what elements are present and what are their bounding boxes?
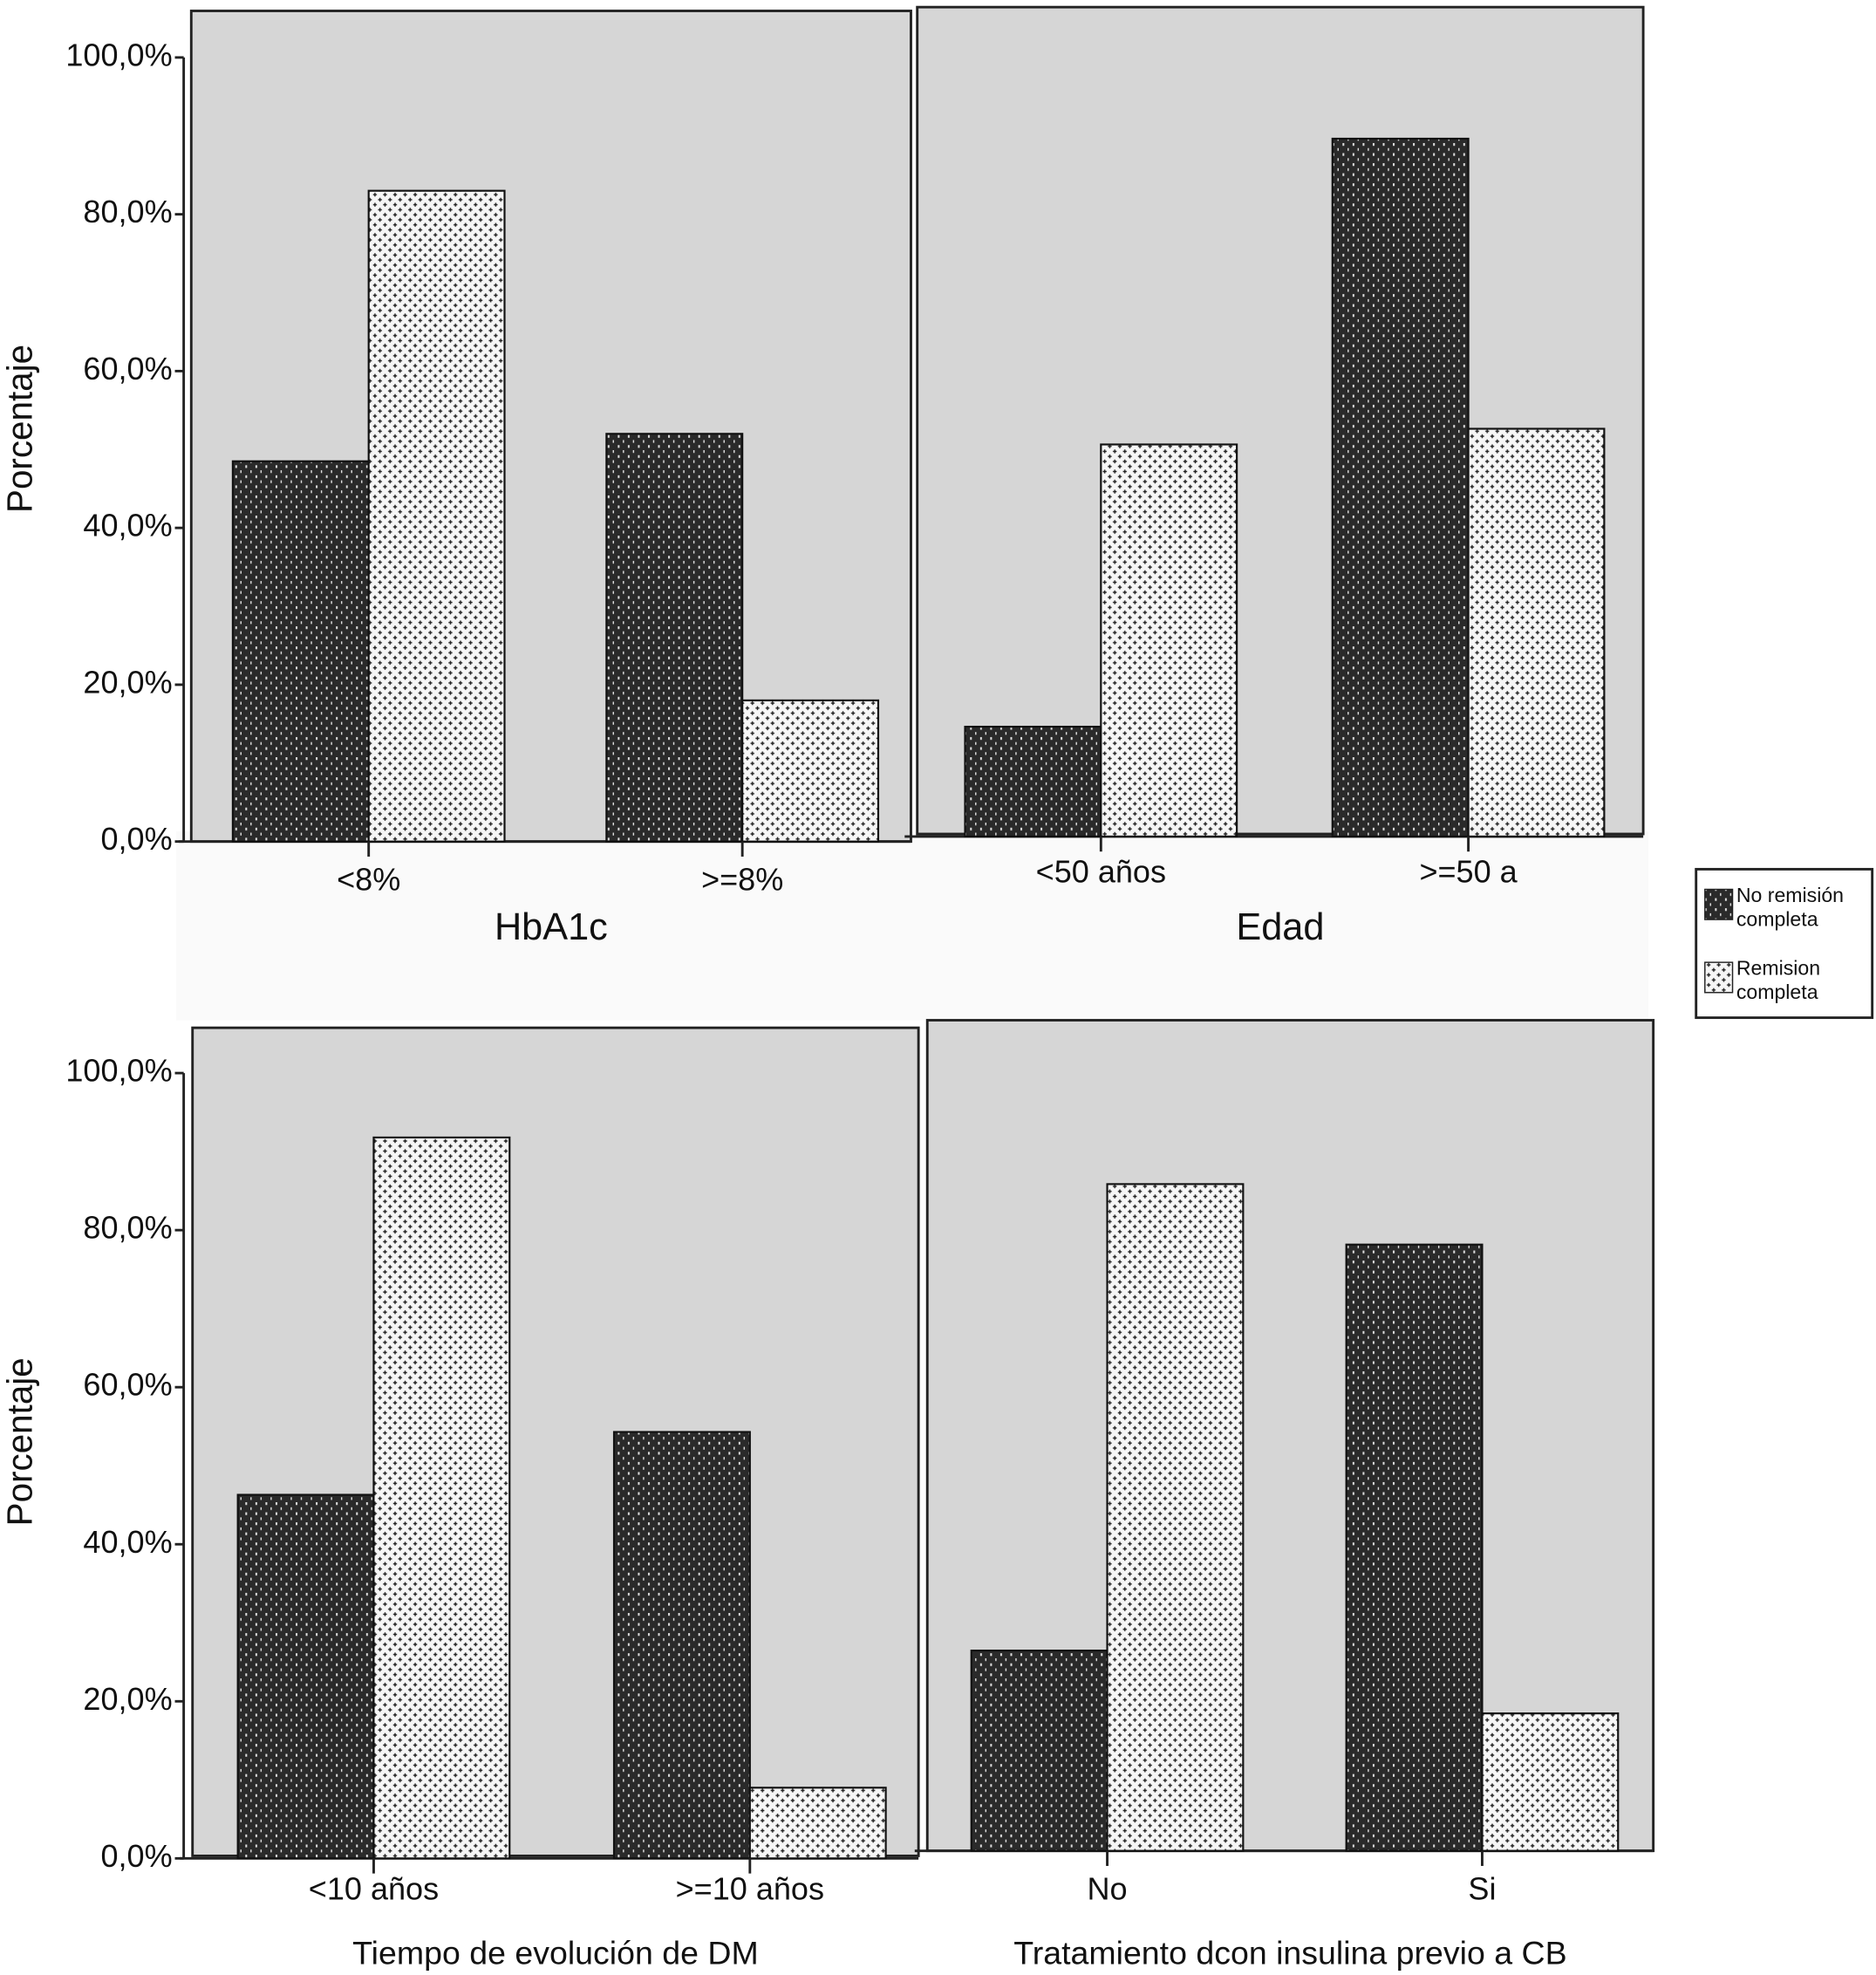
x-tick-label: No — [1087, 1870, 1127, 1906]
legend-label: No remisión completa — [1736, 885, 1845, 932]
bar — [367, 189, 506, 843]
legend-swatch — [1704, 961, 1734, 994]
y-tick-label: 20,0% — [83, 1681, 172, 1717]
x-tick-label: <10 años — [309, 1870, 439, 1906]
bar — [1100, 443, 1238, 837]
x-tick-label: >=10 años — [676, 1870, 824, 1906]
bar — [372, 1136, 511, 1860]
bar — [612, 1431, 751, 1860]
legend-entry: No remisión completa — [1736, 885, 1845, 932]
y-axis-label: Porcentaje — [0, 345, 40, 513]
bar — [605, 433, 744, 843]
x-tick-label: Si — [1468, 1870, 1496, 1906]
legend-swatch — [1704, 888, 1734, 920]
y-tick-label: 40,0% — [83, 1524, 172, 1560]
y-tick-label: 100,0% — [65, 1053, 172, 1089]
x-axis-label: Edad — [1236, 906, 1324, 948]
y-tick-label: 80,0% — [83, 194, 172, 229]
y-tick-label: 20,0% — [83, 664, 172, 700]
bar — [1106, 1183, 1245, 1852]
y-tick-label: 0,0% — [100, 1838, 172, 1874]
y-tick-label: 80,0% — [83, 1210, 172, 1246]
x-axis-label: Tratamiento dcon insulina previo a CB — [1013, 1934, 1566, 1971]
bar — [1467, 427, 1606, 837]
x-axis-label: Tiempo de evolución de DM — [352, 1934, 759, 1971]
bar — [748, 1787, 887, 1860]
page-band — [175, 831, 1648, 1021]
y-tick-label: 100,0% — [65, 37, 172, 72]
y-tick-label: 40,0% — [83, 508, 172, 543]
legend-label: Remision completa — [1736, 958, 1821, 1004]
y-tick-label: 0,0% — [100, 821, 172, 857]
bar — [741, 699, 880, 843]
bar — [1345, 1243, 1484, 1852]
bar — [1481, 1712, 1620, 1852]
y-tick-label: 60,0% — [83, 1367, 172, 1403]
x-axis-label: HbA1c — [495, 906, 608, 948]
plot-area — [925, 1019, 1655, 1853]
y-tick-label: 60,0% — [83, 351, 172, 386]
y-axis-label: Porcentaje — [0, 1357, 40, 1526]
bar — [964, 725, 1102, 837]
bar — [1331, 137, 1470, 837]
x-tick-label: <8% — [337, 861, 400, 897]
bar — [970, 1650, 1109, 1852]
x-tick-label: >=50 a — [1419, 854, 1518, 890]
x-tick-label: <50 años — [1036, 854, 1166, 890]
bar — [231, 460, 370, 843]
x-tick-label: >=8% — [701, 861, 783, 897]
legend-entry: Remision completa — [1736, 958, 1821, 1004]
bar — [236, 1493, 375, 1860]
